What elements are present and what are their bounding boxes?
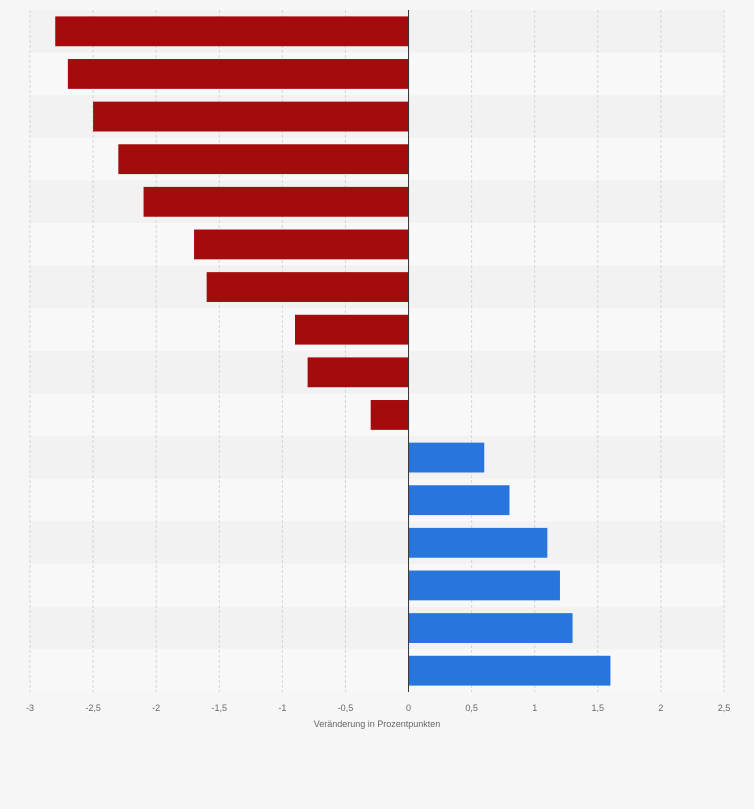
bar[interactable] bbox=[408, 655, 611, 686]
bar[interactable] bbox=[408, 527, 548, 558]
row-band bbox=[30, 436, 724, 479]
x-tick-label: -0,5 bbox=[338, 703, 354, 713]
x-tick-label: -1 bbox=[278, 703, 286, 713]
bar[interactable] bbox=[206, 272, 409, 302]
bar[interactable] bbox=[408, 570, 560, 601]
x-tick-label: -3 bbox=[26, 703, 34, 713]
bar[interactable] bbox=[93, 101, 409, 132]
row-band bbox=[30, 478, 724, 522]
x-tick-label: 0,5 bbox=[465, 703, 478, 713]
bar[interactable] bbox=[408, 442, 485, 473]
bar[interactable] bbox=[143, 186, 409, 217]
x-tick-label: 2 bbox=[658, 703, 663, 713]
row-band bbox=[30, 564, 724, 607]
bar[interactable] bbox=[294, 314, 409, 345]
bar[interactable] bbox=[55, 16, 409, 47]
gridlines bbox=[29, 10, 725, 692]
bar[interactable] bbox=[67, 59, 409, 89]
x-tick-label: -1,5 bbox=[212, 703, 228, 713]
row-band bbox=[30, 606, 724, 650]
x-tick-label: -2 bbox=[152, 703, 160, 713]
x-tick-label: 1,5 bbox=[592, 703, 605, 713]
bar[interactable] bbox=[370, 400, 409, 430]
x-tick-labels: -3 -2,5 -2 -1,5 -1 -0,5 0 0,5 1 1,5 2 2,5 bbox=[26, 703, 730, 713]
bars bbox=[55, 16, 611, 686]
row-band bbox=[30, 521, 724, 565]
x-axis-title: Veränderung in Prozentpunkten bbox=[314, 719, 441, 729]
x-tick-label: 2,5 bbox=[718, 703, 731, 713]
bar[interactable] bbox=[118, 144, 409, 175]
bar[interactable] bbox=[307, 357, 409, 388]
x-tick-label: -2,5 bbox=[85, 703, 101, 713]
bar[interactable] bbox=[194, 229, 409, 260]
row-band bbox=[30, 649, 724, 692]
bar[interactable] bbox=[408, 485, 510, 516]
bar[interactable] bbox=[408, 613, 573, 643]
x-tick-label: 0 bbox=[406, 703, 411, 713]
x-tick-label: 1 bbox=[532, 703, 537, 713]
